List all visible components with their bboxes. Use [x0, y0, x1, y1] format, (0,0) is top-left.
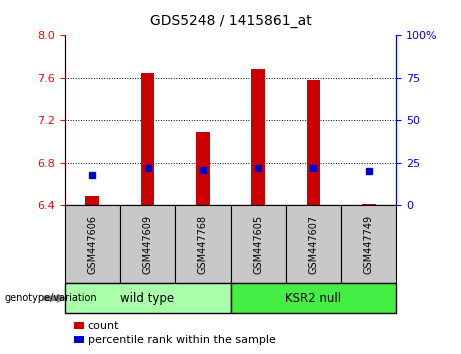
Bar [286, 205, 341, 283]
Bar [230, 205, 286, 283]
Bar [141, 73, 154, 205]
Bar [307, 80, 320, 205]
Bar [230, 283, 396, 313]
Bar [120, 205, 175, 283]
Text: count: count [88, 321, 119, 331]
Bar [85, 196, 99, 205]
Bar [251, 69, 265, 205]
Text: KSR2 null: KSR2 null [285, 292, 342, 305]
Text: GSM447768: GSM447768 [198, 215, 208, 274]
Text: GSM447605: GSM447605 [253, 215, 263, 274]
Bar [175, 205, 230, 283]
Bar [196, 132, 210, 205]
Text: genotype/variation: genotype/variation [5, 293, 97, 303]
Text: wild type: wild type [120, 292, 175, 305]
Bar [362, 204, 376, 205]
Text: GDS5248 / 1415861_at: GDS5248 / 1415861_at [150, 14, 311, 28]
Bar [341, 205, 396, 283]
Text: GSM447609: GSM447609 [142, 215, 153, 274]
Bar [65, 283, 230, 313]
Text: GSM447749: GSM447749 [364, 215, 374, 274]
Bar [65, 205, 120, 283]
Text: GSM447607: GSM447607 [308, 215, 319, 274]
Text: GSM447606: GSM447606 [87, 215, 97, 274]
Text: percentile rank within the sample: percentile rank within the sample [88, 335, 276, 345]
